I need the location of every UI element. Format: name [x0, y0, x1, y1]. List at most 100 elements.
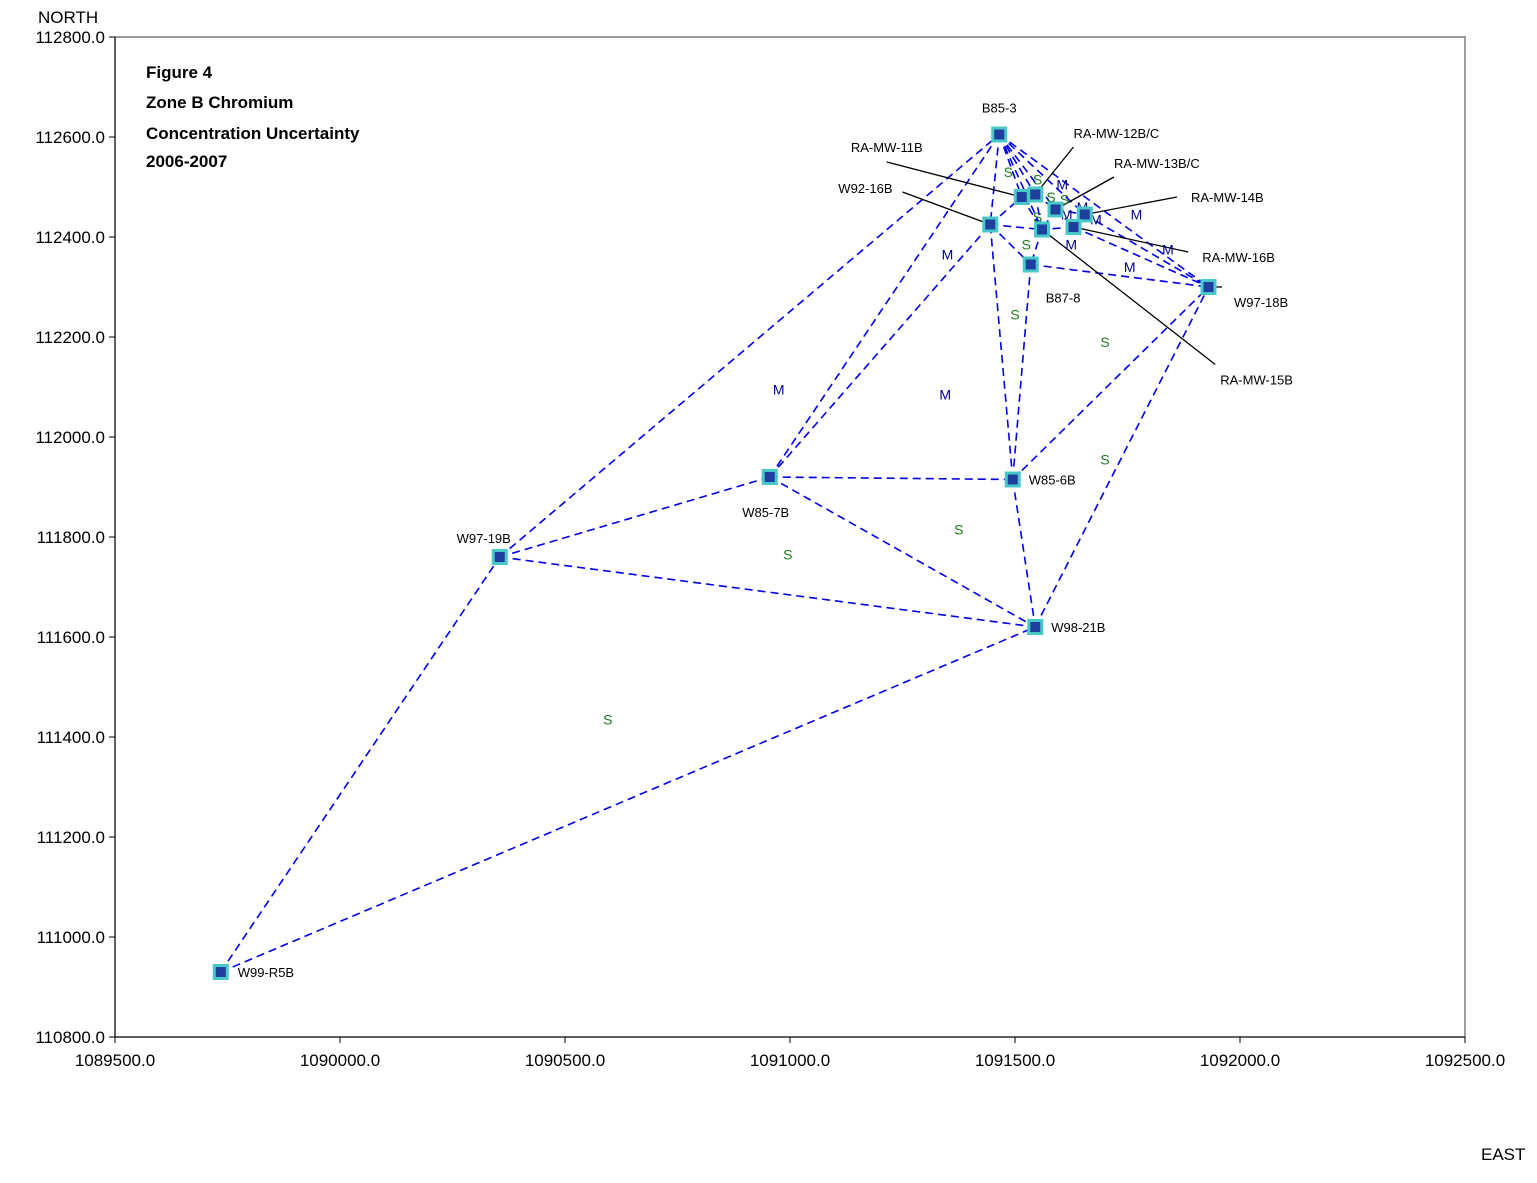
well-markers	[212, 126, 1217, 980]
triangulation-edge	[998, 134, 1057, 210]
triangulation-edge	[769, 223, 991, 478]
well-label: RA-MW-14B	[1191, 190, 1264, 205]
triangulation-edge	[1073, 226, 1209, 288]
region-label: M	[1090, 212, 1102, 228]
well-marker	[1047, 201, 1064, 218]
triangulation-edge	[1012, 286, 1210, 481]
triangulation-edge	[220, 556, 501, 973]
x-tick-label: 1092000.0	[1200, 1051, 1280, 1070]
triangulation-edge	[998, 134, 1043, 230]
well-label: W85-6B	[1029, 473, 1076, 488]
region-label: S	[1100, 452, 1109, 468]
y-tick-label: 110800.0	[35, 1028, 105, 1047]
well-marker	[1022, 256, 1039, 273]
x-tick-label: 1090500.0	[525, 1051, 605, 1070]
region-label: M	[773, 382, 785, 398]
y-tick-label: 111000.0	[37, 928, 105, 947]
triangulation-edge	[769, 476, 1036, 628]
chart-title-line-2: Zone B Chromium	[146, 93, 293, 112]
triangulation-edge	[998, 133, 1209, 288]
well-marker	[1200, 279, 1217, 295]
well-label: W92-16B	[838, 181, 892, 196]
triangulation-edge	[499, 476, 770, 558]
triangulation-edge	[220, 626, 1036, 973]
leader-line	[1055, 176, 1115, 211]
region-label: M	[1131, 207, 1143, 223]
well-label: B85-3	[982, 101, 1017, 116]
region-label: S	[1100, 334, 1109, 350]
triangulation-edge	[1030, 263, 1209, 288]
well-label: B87-8	[1046, 291, 1081, 306]
triangulation-edge	[769, 476, 1013, 481]
y-tick-label: 111600.0	[37, 628, 105, 647]
region-label: S	[783, 547, 792, 563]
well-label: RA-MW-16B	[1202, 250, 1275, 265]
triangulation-edge	[989, 224, 1014, 480]
plot-area	[114, 36, 1466, 1038]
y-tick-label: 112600.0	[35, 128, 105, 147]
leader-line	[886, 161, 1022, 198]
well-label: RA-MW-15B	[1220, 373, 1293, 388]
well-marker	[212, 964, 229, 980]
y-tick-label: 111400.0	[37, 728, 105, 747]
well-label: W85-7B	[742, 505, 789, 520]
triangulation-edge	[998, 134, 1023, 198]
chart-title-line-4: 2006-2007	[146, 152, 227, 171]
chart-title-line-1: Figure 4	[146, 63, 213, 82]
triangulation-edge	[1034, 286, 1210, 628]
chart-title-line-3: Concentration Uncertainty	[146, 124, 360, 143]
triangulation-edge	[1011, 479, 1037, 628]
region-label: S	[1046, 189, 1055, 205]
region-label: M	[939, 387, 951, 403]
triangulation-edge	[989, 223, 1032, 266]
leader-line	[1073, 226, 1189, 253]
y-axis-ticks: 110800.0 111000.0 111200.0 111400.0 111600.0…	[35, 28, 115, 1047]
triangulation-edge	[990, 223, 1043, 231]
y-tick-label: 112000.0	[35, 428, 105, 447]
x-tick-label: 1089500.0	[75, 1051, 155, 1070]
region-label: M	[1061, 207, 1073, 223]
well-label: W97-19B	[457, 531, 511, 546]
region-label: M	[1065, 237, 1077, 253]
well-marker	[1034, 221, 1050, 238]
well-marker	[1065, 219, 1082, 235]
triangulation-edge	[769, 134, 1000, 478]
well-marker	[1004, 471, 1021, 488]
region-label: S	[1022, 237, 1031, 253]
well-marker	[761, 469, 778, 485]
triangulation-edge	[1084, 213, 1209, 288]
region-label: M	[1162, 242, 1174, 258]
region-label: S	[954, 522, 963, 538]
y-tick-label: 111200.0	[37, 828, 105, 847]
triangulation-edge	[989, 134, 1001, 225]
region-label: S	[1060, 192, 1069, 208]
triangulation-edge	[998, 134, 1036, 195]
well-marker	[1076, 206, 1093, 223]
leader-line	[1084, 196, 1178, 216]
triangulation-edge	[1011, 264, 1032, 480]
well-label: RA-MW-11B	[851, 140, 923, 155]
well-marker	[991, 126, 1008, 143]
well-marker	[1027, 186, 1044, 203]
x-tick-label: 1091000.0	[750, 1051, 830, 1070]
well-marker	[1027, 619, 1044, 635]
y-tick-label: 111800.0	[37, 528, 105, 547]
well-label: W99-R5B	[238, 965, 294, 980]
well-labels: B85-3 RA-MW-11B RA-MW-12B/C RA-MW-13B/C RA-M…	[238, 101, 1293, 981]
region-label: S	[1004, 164, 1013, 180]
x-axis-title: EAST	[1481, 1145, 1525, 1164]
region-label: S	[1010, 307, 1019, 323]
well-marker	[491, 549, 508, 565]
well-marker	[1013, 189, 1030, 205]
region-label: S	[1033, 172, 1042, 188]
y-tick-label: 112200.0	[35, 328, 105, 347]
x-tick-label: 1092500.0	[1425, 1051, 1505, 1070]
triangulation-edge	[499, 133, 1000, 558]
leader-line	[902, 191, 991, 226]
x-tick-label: 1090000.0	[300, 1051, 380, 1070]
x-axis-ticks: 1089500.0 1090000.0 1090500.0 1091000.0 1091…	[75, 1037, 1505, 1070]
region-label: S	[603, 712, 612, 728]
well-label: RA-MW-13B/C	[1114, 156, 1200, 171]
y-axis-title: NORTH	[38, 8, 98, 27]
